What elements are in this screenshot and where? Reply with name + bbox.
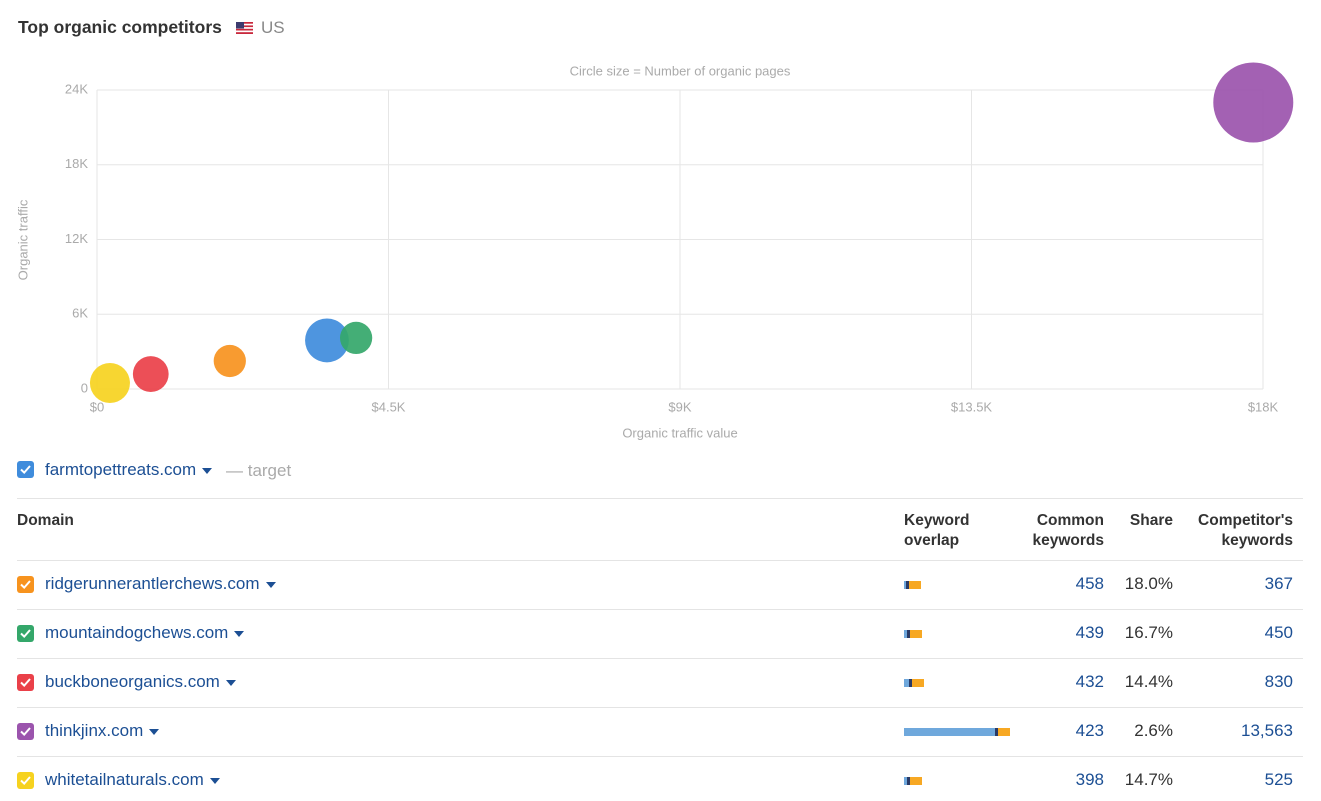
chart: Circle size = Number of organic pages Or…: [15, 62, 1294, 440]
domain-link[interactable]: whitetailnaturals.com: [45, 770, 220, 790]
overlap-bar: [904, 777, 907, 785]
bubble: [132, 356, 169, 392]
domain-link[interactable]: ridgerunnerantlerchews.com: [45, 574, 276, 594]
check-mark: [20, 678, 31, 688]
overlap-bar: [995, 728, 998, 736]
bubble: [305, 318, 349, 363]
domain-link[interactable]: buckboneorganics.com: [45, 672, 236, 692]
overlap-bar: [907, 630, 910, 638]
target-checkbox[interactable]: [17, 461, 34, 478]
common-keywords[interactable]: 423: [1075, 721, 1104, 740]
row-checkbox[interactable]: [17, 576, 34, 593]
row-border: [17, 707, 1303, 708]
row-checkbox[interactable]: [17, 674, 34, 691]
overlap-bar: [909, 679, 912, 687]
y-axis-title: Organic traffic: [15, 199, 30, 280]
bubble: [213, 344, 246, 378]
row-checkbox[interactable]: [17, 723, 34, 740]
overlap-bar: [904, 728, 995, 736]
column-header: Keyword overlap: [904, 512, 970, 549]
common-keywords[interactable]: 432: [1075, 672, 1104, 691]
competitor-keywords[interactable]: 13,563: [1241, 721, 1293, 740]
domain-link[interactable]: mountaindogchews.com: [45, 623, 244, 643]
table-border: [17, 498, 1303, 499]
overlap-bar: [907, 777, 910, 785]
overlap-bar: [904, 679, 909, 687]
x-axis-title: Organic traffic value: [622, 425, 737, 440]
check-mark: [20, 580, 31, 590]
overlap-bar: [910, 630, 922, 638]
common-keywords[interactable]: 398: [1075, 770, 1104, 789]
column-header: Domain: [17, 512, 74, 529]
bubble: [89, 363, 130, 404]
column-header: Common keywords: [1032, 512, 1104, 549]
chart-subtitle: Circle size = Number of organic pages: [570, 63, 791, 78]
x-tick-label: $0: [90, 399, 104, 414]
competitor-keywords[interactable]: 830: [1264, 672, 1293, 691]
column-header: Competitor's keywords: [1198, 512, 1293, 549]
competitor-keywords[interactable]: 367: [1264, 574, 1293, 593]
share: 2.6%: [1134, 721, 1173, 740]
x-tick-label: $13.5K: [951, 399, 993, 414]
target-label: — target: [226, 461, 292, 480]
y-tick-label: 0: [81, 380, 88, 395]
x-tick-label: $4.5K: [372, 399, 406, 414]
share: 16.7%: [1124, 623, 1173, 642]
target-domain[interactable]: farmtopettreats.com: [45, 460, 212, 480]
row-border: [17, 609, 1303, 610]
share: 18.0%: [1124, 574, 1173, 593]
overlap-bar: [910, 777, 922, 785]
bubble: [339, 321, 373, 355]
target-row: farmtopettreats.com — target: [0, 455, 1321, 487]
row-checkbox[interactable]: [17, 625, 34, 642]
row-border: [17, 756, 1303, 757]
competitors-table: Domain Keyword overlap Common keywords S…: [0, 497, 1321, 801]
column-header: Share: [1129, 512, 1173, 529]
domain-link[interactable]: thinkjinx.com: [45, 721, 159, 741]
overlap-bar: [912, 679, 924, 687]
row-checkbox[interactable]: [17, 772, 34, 789]
title: Top organic competitors: [18, 17, 222, 37]
competitor-keywords[interactable]: 450: [1264, 623, 1293, 642]
y-tick-label: 12K: [65, 231, 88, 246]
common-keywords[interactable]: 439: [1075, 623, 1104, 642]
overlap-bar: [906, 581, 909, 589]
overlap-bar: [904, 581, 906, 589]
share: 14.7%: [1124, 770, 1173, 789]
x-tick-label: $9K: [668, 399, 691, 414]
row-border: [17, 658, 1303, 659]
check-mark: [20, 465, 31, 475]
check-mark: [20, 629, 31, 639]
table-border: [17, 560, 1303, 561]
overlap-bar: [904, 630, 907, 638]
country: US: [261, 18, 285, 37]
bubble: [1213, 62, 1294, 143]
y-tick-label: 18K: [65, 156, 88, 171]
check-mark: [20, 776, 31, 786]
x-tick-label: $18K: [1248, 399, 1279, 414]
y-tick-label: 24K: [65, 81, 88, 96]
flag-icon: [236, 22, 253, 34]
overlap-bar: [909, 581, 921, 589]
overlap-bar: [998, 728, 1010, 736]
common-keywords[interactable]: 458: [1075, 574, 1104, 593]
y-tick-label: 6K: [72, 306, 88, 321]
share: 14.4%: [1124, 672, 1173, 691]
competitor-keywords[interactable]: 525: [1264, 770, 1293, 789]
check-mark: [20, 727, 31, 737]
